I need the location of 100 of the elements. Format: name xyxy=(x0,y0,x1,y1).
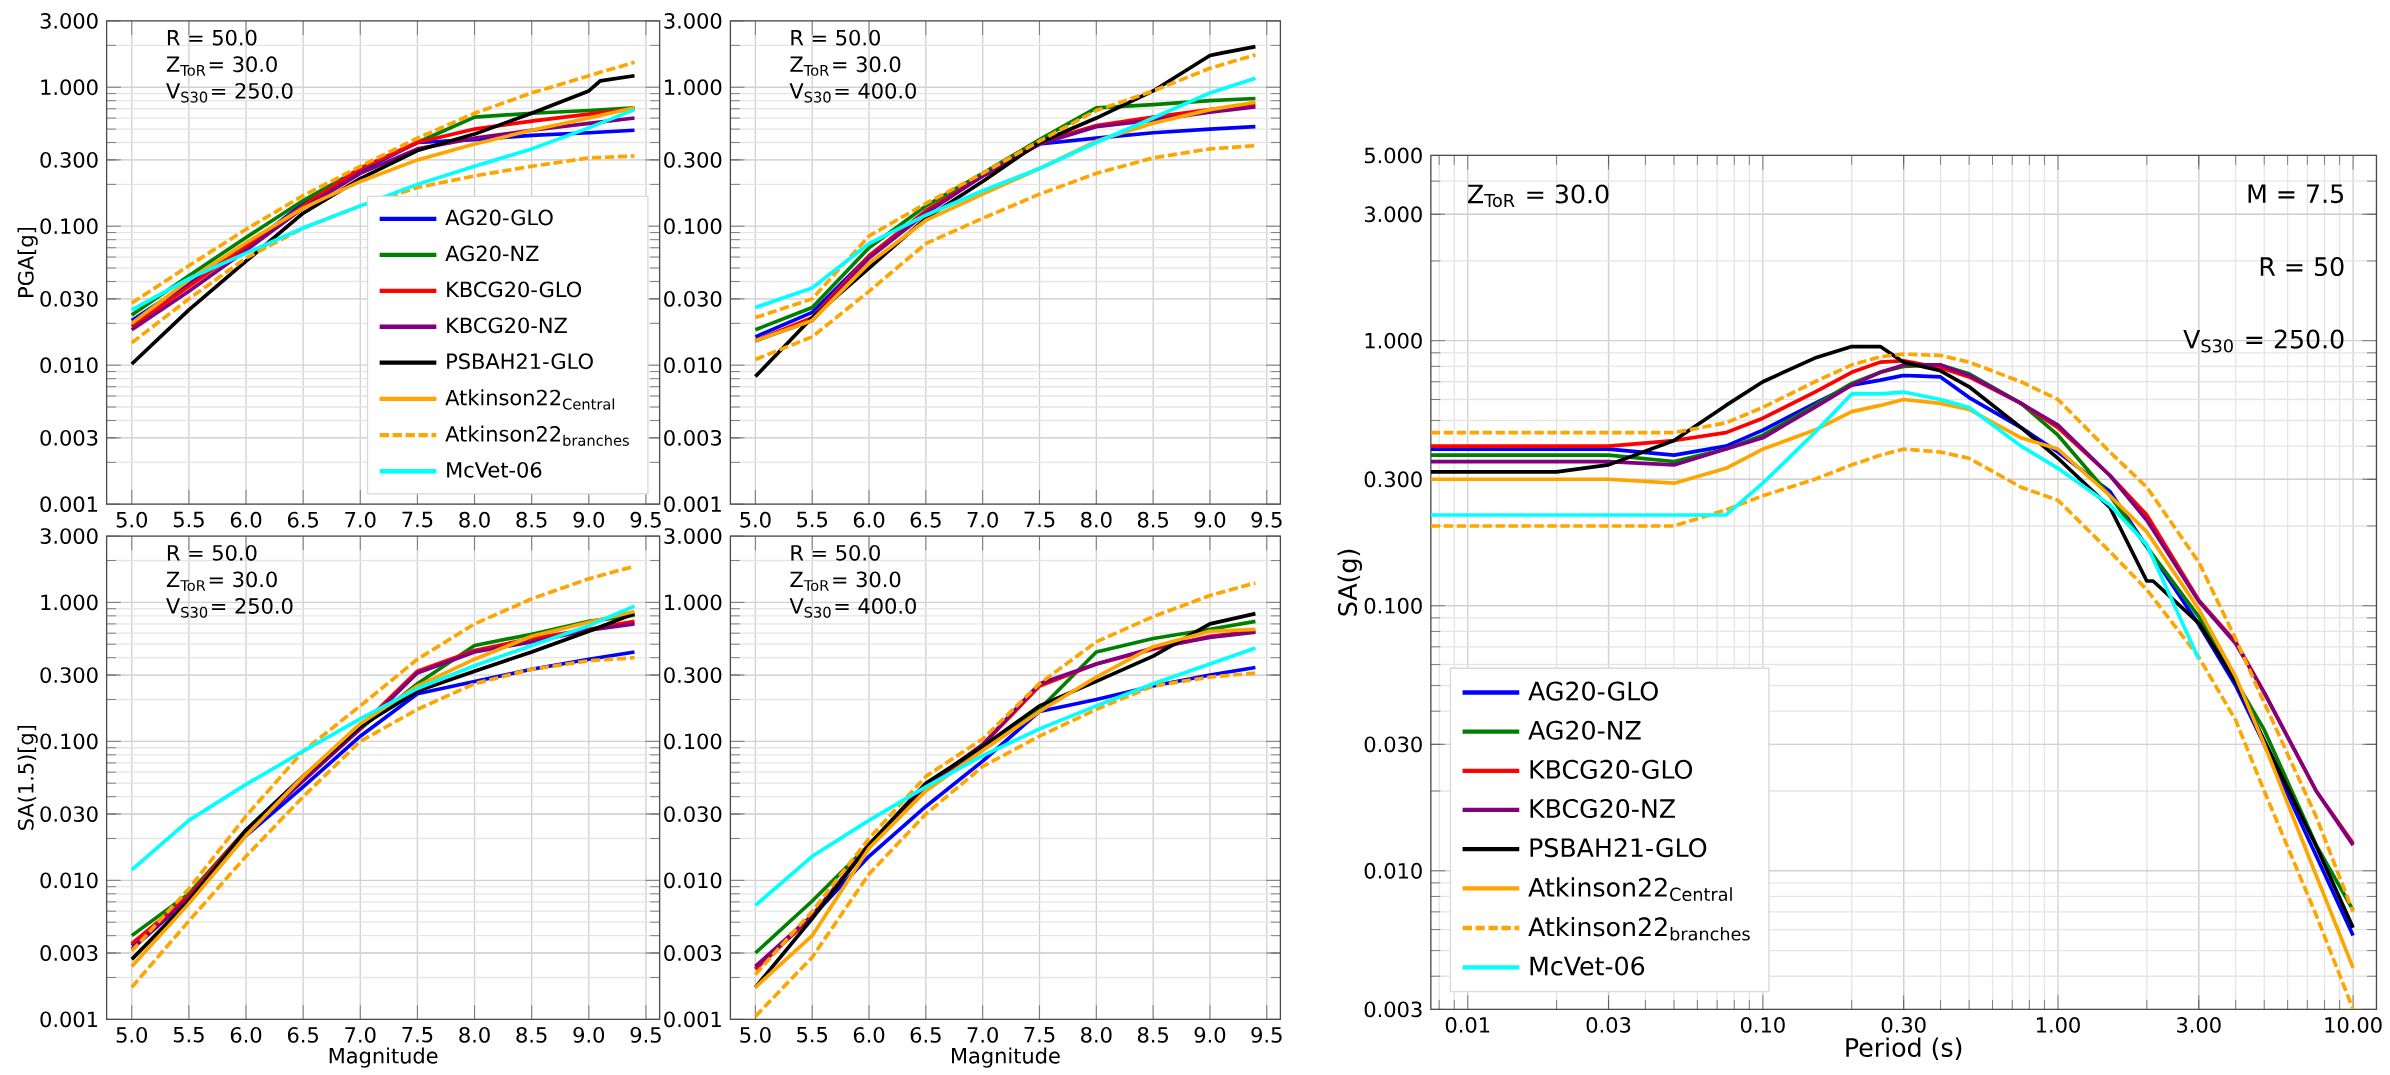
x-tick-label: 1.00 xyxy=(2036,1017,2080,1034)
y-tick-label: 0.010 xyxy=(664,357,722,374)
x-tick-label: 3.00 xyxy=(2177,1017,2221,1034)
x-tick-label: 8.0 xyxy=(459,1027,490,1043)
y-tick-label: 0.001 xyxy=(40,1011,98,1028)
annotation: V$_{S30}$= 250.0 xyxy=(166,598,293,618)
x-tick-label: 9.5 xyxy=(1251,1027,1282,1043)
x-tick-label: 8.0 xyxy=(1081,1027,1112,1043)
y-tick-label: 0.003 xyxy=(664,430,722,446)
x-axis-title: Magnitude xyxy=(329,1047,438,1068)
annotation: Z$_{ToR}$= 30.0 xyxy=(790,571,901,592)
y-axis-title: SA(g) xyxy=(1337,549,1362,616)
y-tick-label: 3.000 xyxy=(1364,206,1422,223)
annotation: V$_{S30}$= 400.0 xyxy=(789,598,916,618)
legend-label: McVet-06 xyxy=(1530,956,1645,976)
legend-label: KBCG20-NZ xyxy=(1530,799,1675,819)
y-tick-label: 0.100 xyxy=(40,733,98,750)
x-tick-label: 6.0 xyxy=(230,511,262,528)
x-tick-label: 6.0 xyxy=(853,511,885,528)
y-tick-label: 0.100 xyxy=(1364,598,1422,614)
y-tick-label: 0.010 xyxy=(40,872,98,889)
legend-label: KBCG20-GLO xyxy=(447,281,582,298)
y-tick-label: 1.000 xyxy=(1365,332,1422,349)
x-tick-label: 0.01 xyxy=(1445,1017,1490,1034)
y-tick-label: 0.010 xyxy=(1364,863,1422,879)
x-tick-label: 7.0 xyxy=(967,1027,998,1043)
y-axis-title: PGA[g] xyxy=(17,228,38,298)
x-tick-label: 6.0 xyxy=(230,1027,262,1043)
x-tick-label: 0.30 xyxy=(1881,1017,1926,1034)
legend-label: McVet-06 xyxy=(447,462,542,478)
y-tick-label: 0.001 xyxy=(40,496,98,513)
y-tick-label: 0.030 xyxy=(40,291,98,307)
y-tick-label: 0.003 xyxy=(664,945,722,962)
y-tick-label: 3.000 xyxy=(40,13,98,30)
legend-label: Atkinson22$_{Central}$ xyxy=(1528,877,1732,902)
x-tick-label: 9.0 xyxy=(1194,1027,1226,1043)
annotation: Z$_{ToR}$ = 30.0 xyxy=(1468,184,1609,208)
y-tick-label: 0.300 xyxy=(664,152,722,168)
annotation: R = 50.0 xyxy=(167,545,257,561)
annotation: R = 50.0 xyxy=(791,545,880,561)
y-tick-label: 0.030 xyxy=(664,291,722,307)
x-tick-label: 5.0 xyxy=(116,1027,148,1043)
y-tick-label: 0.100 xyxy=(664,218,722,235)
x-tick-label: 7.0 xyxy=(345,511,376,528)
x-tick-label: 9.5 xyxy=(1251,511,1282,528)
x-tick-label: 8.0 xyxy=(459,511,490,528)
annotation: V$_{S30}$= 250.0 xyxy=(166,83,293,103)
x-tick-label: 6.0 xyxy=(853,1027,885,1043)
y-tick-label: 0.010 xyxy=(40,357,98,374)
x-tick-label: 5.5 xyxy=(173,511,204,528)
y-tick-label: 3.000 xyxy=(664,528,722,545)
annotation: R = 50 xyxy=(2260,257,2344,277)
annotation: Z$_{ToR}$= 30.0 xyxy=(790,56,901,77)
x-axis-title: Period (s) xyxy=(1846,1037,1962,1061)
legend-label: Atkinson22$_{branches}$ xyxy=(1528,917,1750,941)
y-tick-label: 0.300 xyxy=(40,667,98,684)
annotation: V$_{S30}$ = 250.0 xyxy=(2183,329,2344,353)
y-tick-label: 0.030 xyxy=(40,806,98,823)
legend-label: AG20-NZ xyxy=(445,245,539,262)
y-tick-label: 0.001 xyxy=(664,1011,721,1028)
annotation: V$_{S30}$= 400.0 xyxy=(789,83,916,103)
x-tick-label: 8.0 xyxy=(1081,511,1112,528)
annotation: M = 7.5 xyxy=(2248,184,2343,204)
annotation: R = 50.0 xyxy=(791,29,880,46)
x-tick-label: 8.5 xyxy=(516,511,547,528)
legend-label: KBCG20-GLO xyxy=(1530,760,1693,780)
y-tick-label: 0.001 xyxy=(664,496,721,513)
legend-label: Atkinson22$_{branches}$ xyxy=(445,425,629,447)
x-tick-label: 0.03 xyxy=(1586,1017,1631,1034)
legend-label: Atkinson22$_{Central}$ xyxy=(445,389,615,410)
x-tick-label: 7.0 xyxy=(967,511,998,528)
y-tick-label: 0.300 xyxy=(40,152,98,168)
x-tick-label: 7.5 xyxy=(402,1027,433,1043)
legend-label: KBCG20-NZ xyxy=(447,317,567,334)
x-axis-title: Magnitude xyxy=(952,1047,1060,1068)
y-tick-label: 3.000 xyxy=(40,528,98,545)
x-tick-label: 9.0 xyxy=(573,1027,605,1043)
x-tick-label: 6.5 xyxy=(910,1027,941,1043)
y-tick-label: 0.300 xyxy=(1364,471,1422,488)
x-tick-label: 0.10 xyxy=(1740,1017,1785,1034)
legend-label: PSBAH21-GLO xyxy=(447,353,593,370)
y-tick-label: 5.000 xyxy=(1364,147,1422,164)
annotation: Z$_{ToR}$= 30.0 xyxy=(166,571,277,592)
y-axis-title: SA(1.5)[g] xyxy=(17,726,38,831)
x-tick-label: 5.5 xyxy=(797,511,828,528)
x-tick-label: 8.5 xyxy=(1137,511,1168,528)
y-tick-label: 0.100 xyxy=(40,218,98,235)
x-tick-label: 9.0 xyxy=(573,511,605,528)
y-tick-label: 1.000 xyxy=(41,79,98,96)
y-tick-label: 0.300 xyxy=(664,667,722,684)
y-tick-label: 0.003 xyxy=(1364,1001,1422,1018)
legend-label: AG20-GLO xyxy=(445,209,553,226)
annotation: Z$_{ToR}$= 30.0 xyxy=(166,56,277,77)
x-tick-label: 7.5 xyxy=(1024,1027,1055,1043)
legend-label: AG20-GLO xyxy=(1528,681,1658,701)
x-tick-label: 5.5 xyxy=(797,1027,828,1043)
y-tick-label: 3.000 xyxy=(664,13,722,30)
x-tick-label: 10.00 xyxy=(2325,1017,2382,1034)
y-tick-label: 0.003 xyxy=(40,945,98,962)
x-tick-label: 8.5 xyxy=(1137,1027,1168,1043)
